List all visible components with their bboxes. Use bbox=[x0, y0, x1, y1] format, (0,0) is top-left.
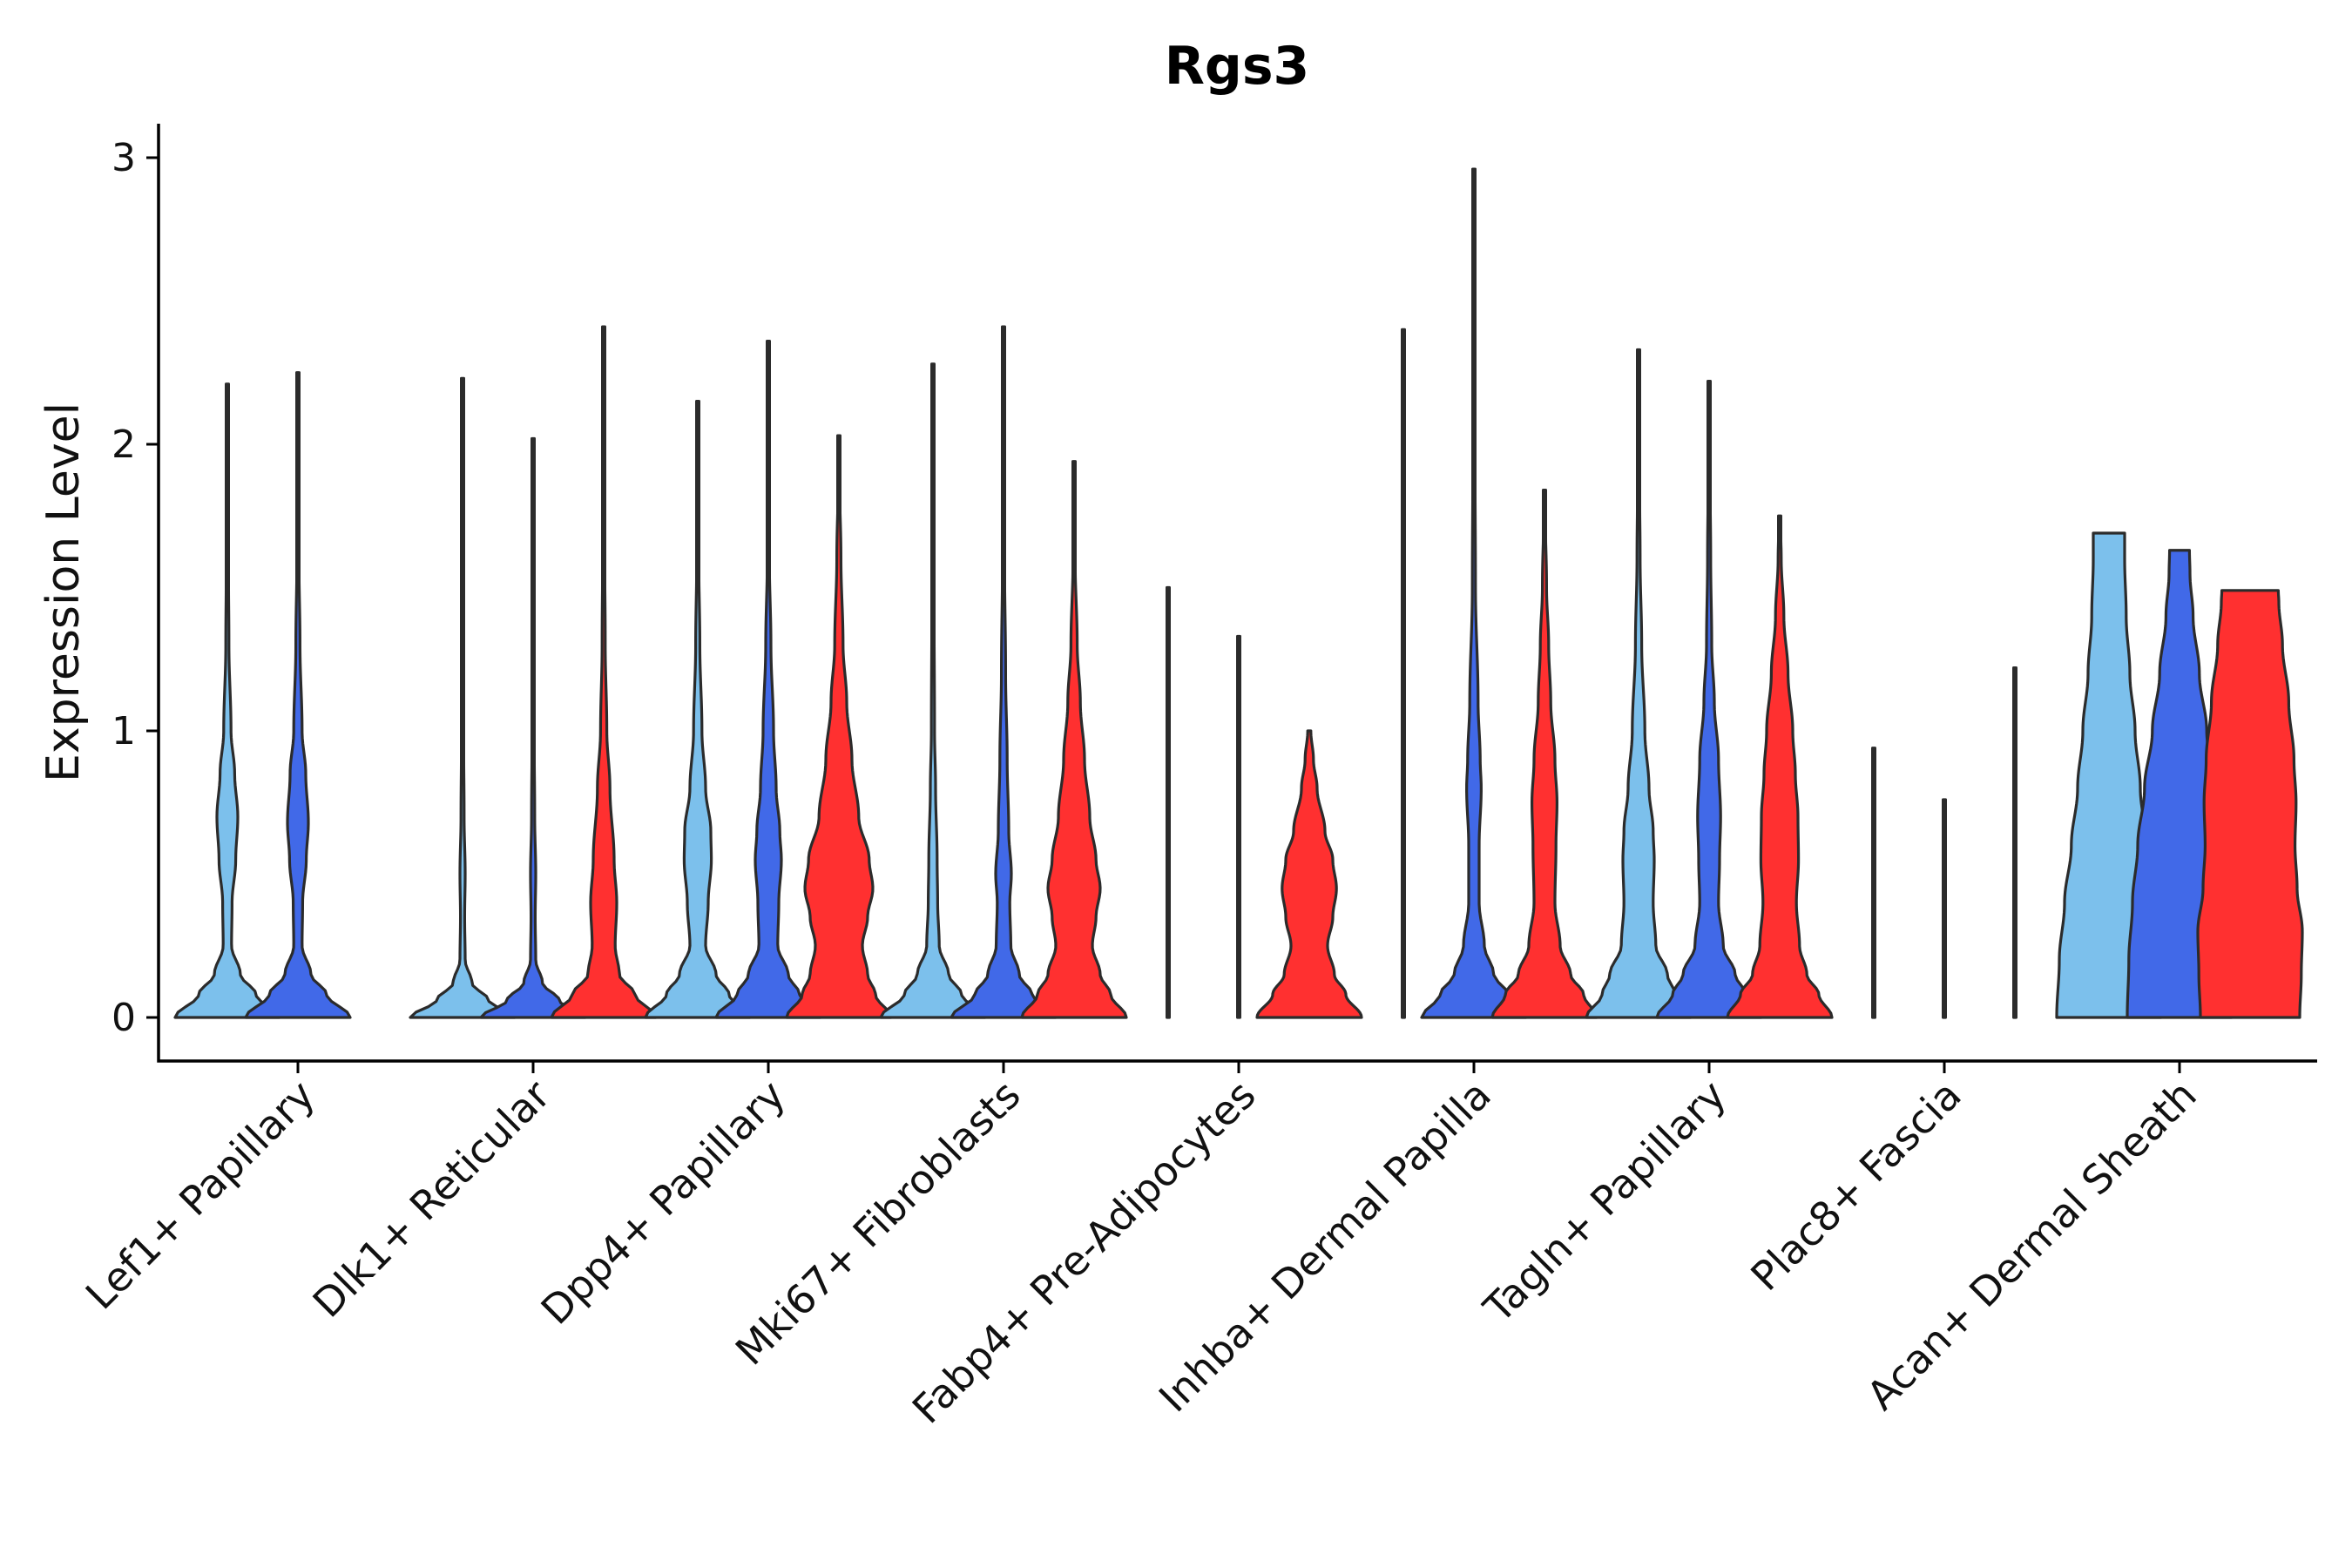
y-tick-label: 3 bbox=[112, 136, 136, 180]
violin-shape bbox=[1020, 460, 1128, 1019]
violin-shape bbox=[1166, 585, 1171, 1019]
violin-shape bbox=[1420, 167, 1528, 1019]
violin-shape bbox=[173, 382, 281, 1019]
violin-shape bbox=[879, 362, 987, 1019]
violin-shape bbox=[714, 339, 822, 1019]
chart-title: Rgs3 bbox=[1165, 36, 1310, 97]
violin-shape bbox=[1655, 380, 1763, 1019]
violin-shape bbox=[1871, 747, 1876, 1019]
axes bbox=[157, 124, 2317, 1063]
violin-shape bbox=[1585, 348, 1693, 1019]
x-tick-label: Plac8+ Fascia bbox=[1741, 1071, 1970, 1300]
y-ticks: 0 1 2 3 bbox=[112, 136, 159, 1040]
violin-shape bbox=[1942, 798, 1947, 1019]
y-tick-label: 0 bbox=[112, 996, 136, 1040]
x-tick-label: Dlk1+ Reticular bbox=[304, 1071, 559, 1327]
violin-shape bbox=[950, 325, 1058, 1019]
x-tick-label: Tagln+ Papillary bbox=[1474, 1071, 1735, 1333]
violin-shape bbox=[2196, 589, 2304, 1019]
violin-shape bbox=[1490, 489, 1598, 1019]
violin-shape bbox=[244, 371, 352, 1019]
violin-shape bbox=[2012, 666, 2017, 1019]
axis-lines bbox=[157, 124, 2317, 1063]
violin-shape bbox=[644, 400, 752, 1019]
violin-shape bbox=[1255, 729, 1363, 1019]
violin-shape bbox=[409, 376, 517, 1019]
x-tick-label: Lef1+ Papillary bbox=[77, 1071, 324, 1319]
y-tick-label: 2 bbox=[112, 422, 136, 467]
violin-shape bbox=[479, 436, 587, 1019]
violin-shape bbox=[1726, 514, 1834, 1019]
violin-shape bbox=[1401, 328, 1406, 1019]
violin-shape bbox=[550, 325, 658, 1019]
x-tick-label: Dpp4+ Papillary bbox=[532, 1071, 794, 1334]
violin-shape bbox=[1236, 634, 1241, 1019]
violin-shape bbox=[785, 434, 893, 1019]
y-axis-label: Expression Level bbox=[37, 402, 90, 782]
y-tick-label: 1 bbox=[112, 709, 136, 754]
violin-group bbox=[173, 167, 2304, 1019]
